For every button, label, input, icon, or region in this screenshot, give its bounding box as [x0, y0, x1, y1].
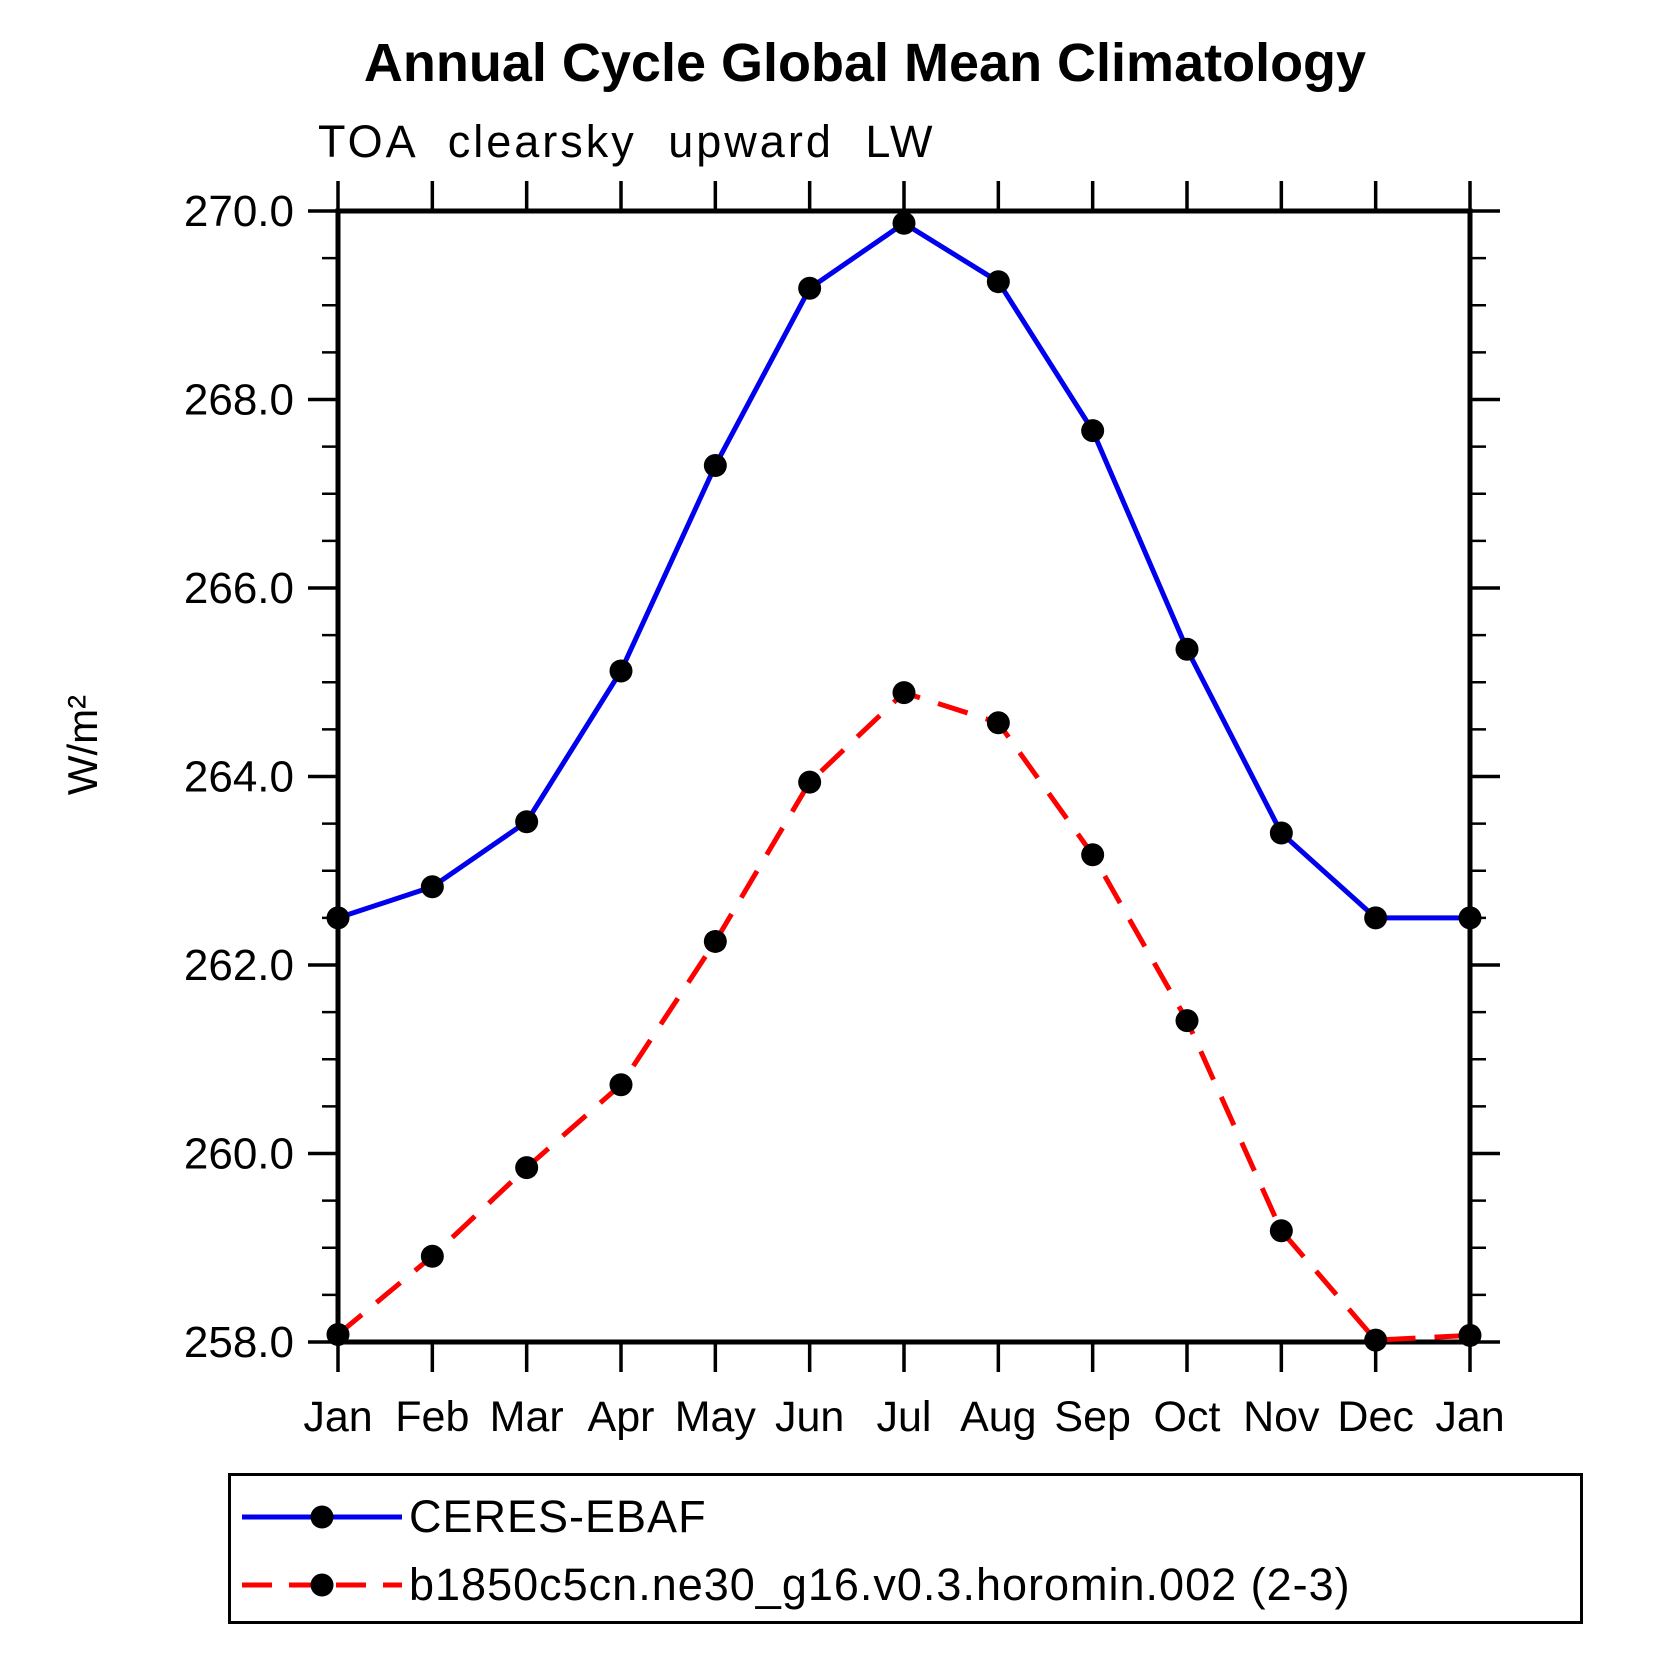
data-point-marker	[326, 906, 350, 930]
legend-marker-dot	[310, 1573, 334, 1597]
series-line-1	[336, 690, 1471, 1343]
legend-label: CERES-EBAF	[409, 1491, 707, 1542]
legend-marker-dot	[310, 1505, 334, 1529]
data-point-marker	[1458, 906, 1482, 930]
data-point-marker	[798, 276, 822, 300]
y-axis-title: W/m²	[59, 695, 106, 795]
y-tick-label: 262.0	[184, 941, 294, 990]
x-tick-label: Jun	[775, 1393, 844, 1441]
data-point-marker	[1269, 821, 1293, 845]
data-point-marker	[1458, 1323, 1482, 1347]
x-tick-label: May	[675, 1393, 757, 1441]
legend-item-observation: CERES-EBAF	[237, 1491, 707, 1542]
x-tick-label: Jan	[303, 1393, 372, 1441]
x-tick-label: Jul	[877, 1393, 932, 1441]
data-point-marker	[986, 270, 1010, 294]
data-point-marker	[1175, 1009, 1199, 1033]
legend-line-sample-solid	[242, 1505, 402, 1529]
plot-frame	[335, 208, 1473, 1345]
data-point-marker	[703, 929, 727, 953]
data-point-marker	[703, 453, 727, 477]
y-tick-label: 268.0	[184, 376, 294, 425]
legend-line-sample-dashed	[242, 1573, 402, 1597]
x-tick-label: Sep	[1054, 1393, 1131, 1441]
y-tick-label: 260.0	[184, 1130, 294, 1179]
data-point-marker	[1364, 1328, 1388, 1352]
data-point-marker	[892, 211, 916, 235]
data-point-marker	[515, 1156, 539, 1180]
data-point-marker	[798, 770, 822, 794]
chart-subtitle: TOA clearsky upward LW	[318, 116, 936, 167]
y-tick-label: 258.0	[184, 1318, 294, 1367]
data-point-marker	[326, 1322, 350, 1346]
data-point-marker	[420, 875, 444, 899]
data-point-marker	[1269, 1219, 1293, 1243]
legend-label: b1850c5cn.ne30_g16.v0.3.horomin.002 (2-3…	[409, 1559, 1351, 1610]
x-tick-label: Aug	[960, 1393, 1037, 1441]
legend-box: CERES-EBAF b1850c5cn.ne30_g16.v0.3.horom…	[228, 1473, 1583, 1624]
data-point-marker	[986, 711, 1010, 735]
data-point-marker	[892, 681, 916, 705]
x-tick-label: Apr	[588, 1393, 655, 1441]
y-tick-label: 264.0	[184, 753, 294, 802]
series-line-0	[337, 220, 1470, 921]
data-point-marker	[515, 810, 539, 834]
data-point-marker	[1175, 637, 1199, 661]
data-point-marker	[420, 1244, 444, 1268]
x-tick-label: Nov	[1243, 1393, 1320, 1441]
x-tick-label: Feb	[395, 1393, 469, 1441]
x-tick-label: Mar	[490, 1393, 564, 1441]
data-point-marker	[1081, 419, 1105, 443]
chart-title: Annual Cycle Global Mean Climatology	[363, 33, 1367, 93]
x-tick-label: Jan	[1435, 1393, 1504, 1441]
legend-item-model: b1850c5cn.ne30_g16.v0.3.horomin.002 (2-3…	[237, 1559, 1351, 1610]
x-tick-label: Oct	[1154, 1393, 1221, 1441]
data-point-marker	[609, 659, 633, 683]
data-point-marker	[1364, 906, 1388, 930]
data-point-marker	[1081, 843, 1105, 867]
x-tick-label: Dec	[1337, 1393, 1413, 1441]
y-tick-label: 266.0	[184, 564, 294, 613]
y-tick-label: 270.0	[184, 187, 294, 236]
data-point-marker	[609, 1073, 633, 1097]
